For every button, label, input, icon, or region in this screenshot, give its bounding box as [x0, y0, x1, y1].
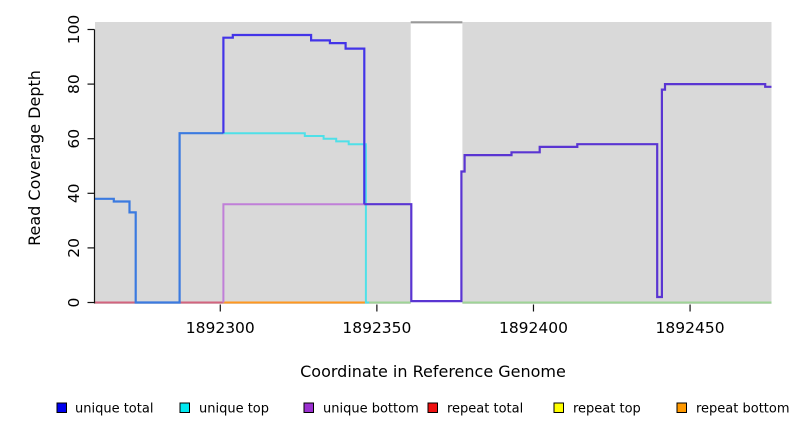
- legend-swatch-repeat-total: [427, 402, 438, 413]
- unique-total-mid: [222, 33, 366, 205]
- unique-total-right: [364, 83, 772, 303]
- unique-bottom: [222, 203, 368, 303]
- legend-swatch-unique-top: [179, 402, 190, 413]
- legend-swatch-repeat-bottom: [676, 402, 687, 413]
- y-tick-label: 20: [65, 238, 83, 258]
- y-tick-label: 40: [65, 183, 83, 203]
- legend-label-repeat-top: repeat top: [573, 402, 641, 417]
- no-data-band: [410, 22, 463, 305]
- legend-label-unique-top: unique top: [199, 402, 269, 417]
- legend-swatch-unique-total: [56, 402, 67, 413]
- x-tick-label: 1892350: [342, 319, 411, 337]
- unique-top: [223, 132, 369, 304]
- y-tick-label: 0: [65, 298, 83, 308]
- legend-label-repeat-bottom: repeat bottom: [696, 402, 790, 417]
- legend-swatch-repeat-top: [553, 402, 564, 413]
- legend-label-repeat-total: repeat total: [447, 402, 523, 417]
- legend-label-unique-bottom: unique bottom: [323, 402, 419, 417]
- legend-swatch-unique-bottom: [303, 402, 314, 413]
- x-tick-label: 1892450: [656, 319, 725, 337]
- y-axis-title: Read Coverage Depth: [25, 70, 44, 246]
- x-tick-label: 1892400: [499, 319, 568, 337]
- unique-total-left: [95, 132, 224, 304]
- x-tick-label: 1892300: [186, 319, 255, 337]
- y-tick-label: 80: [65, 74, 83, 94]
- legend-label-unique-total: unique total: [75, 402, 153, 417]
- y-tick-label: 60: [65, 129, 83, 149]
- x-axis-title: Coordinate in Reference Genome: [300, 362, 566, 381]
- y-tick-label: 100: [65, 15, 83, 45]
- legend: unique total unique top unique bottom repea…: [56, 402, 790, 417]
